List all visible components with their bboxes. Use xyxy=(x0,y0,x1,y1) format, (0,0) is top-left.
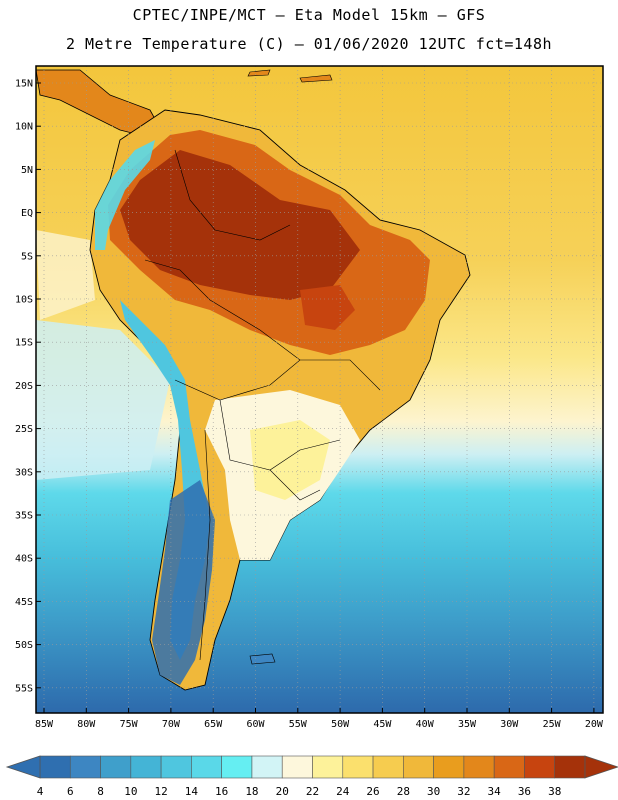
map-title-line2: 2 Metre Temperature (C) – 01/06/2020 12U… xyxy=(65,35,553,53)
colorbar-swatch xyxy=(251,755,283,779)
colorbar-swatch xyxy=(372,755,404,779)
lat-label: 15N xyxy=(15,79,33,90)
lon-label: 25W xyxy=(543,719,562,730)
colorbar-label: 26 xyxy=(366,785,379,798)
colorbar-swatch xyxy=(100,755,132,779)
lon-label: 70W xyxy=(162,719,181,730)
colorbar-label: 8 xyxy=(97,785,104,798)
colorbar-label: 32 xyxy=(457,785,470,798)
colorbar-swatch xyxy=(463,755,495,779)
central-brazil-hot xyxy=(300,285,355,330)
lon-label: 60W xyxy=(246,719,265,730)
colorbar-label: 38 xyxy=(548,785,561,798)
lat-label: 50S xyxy=(15,640,33,651)
lon-label: 75W xyxy=(120,719,139,730)
colorbar-label: 16 xyxy=(215,785,228,798)
falkland-islands xyxy=(249,653,276,665)
pacific-cool-band xyxy=(36,230,95,320)
lon-label: 80W xyxy=(77,719,96,730)
lat-label: 45S xyxy=(15,597,33,608)
colorbar-swatch xyxy=(433,755,465,779)
colorbar-swatch xyxy=(342,755,374,779)
colorbar-label: 36 xyxy=(518,785,531,798)
colorbar-label: 22 xyxy=(306,785,319,798)
colorbar-swatch xyxy=(130,755,162,779)
caribbean-island xyxy=(299,74,333,83)
lon-label: 50W xyxy=(331,719,350,730)
country-borders xyxy=(144,149,381,661)
colorbar-swatch xyxy=(39,755,71,779)
colorbar-swatch xyxy=(554,755,586,779)
colorbar-label: 6 xyxy=(67,785,74,798)
colorbar-swatch xyxy=(281,755,313,779)
lat-label: 20S xyxy=(15,381,33,392)
colorbar-label: 18 xyxy=(245,785,258,798)
caribbean-island xyxy=(247,69,271,77)
lon-label: 30W xyxy=(500,719,519,730)
colorbar-label: 4 xyxy=(37,785,44,798)
lat-label: 5S xyxy=(21,251,33,262)
colorbar-swatch xyxy=(160,755,192,779)
lat-label: 5N xyxy=(21,165,33,176)
lon-label: 35W xyxy=(458,719,477,730)
colorbar-swatch xyxy=(191,755,222,779)
central-america xyxy=(36,69,161,136)
colorbar-swatch xyxy=(221,755,253,779)
lat-label: 15S xyxy=(15,338,33,349)
colorbar-high-arrow xyxy=(584,755,618,779)
lon-label: 65W xyxy=(204,719,223,730)
map-title-line1: CPTEC/INPE/MCT – Eta Model 15km – GFS xyxy=(132,6,486,24)
colorbar-swatch xyxy=(312,755,344,779)
lat-label: 10S xyxy=(15,295,33,306)
lat-label: 55S xyxy=(15,683,33,694)
pampas xyxy=(250,420,330,500)
colorbar-swatch xyxy=(69,755,101,779)
colorbar-swatch xyxy=(493,755,525,779)
lat-label: 40S xyxy=(15,554,33,565)
lat-label: 10N xyxy=(15,122,33,133)
colorbar-label: 14 xyxy=(185,785,199,798)
colorbar-label: 28 xyxy=(397,785,410,798)
lon-label: 40W xyxy=(416,719,435,730)
pacific-subtropical-band xyxy=(36,320,170,480)
lon-label: 20W xyxy=(585,719,604,730)
lon-label: 55W xyxy=(289,719,308,730)
colorbar-label: 10 xyxy=(124,785,137,798)
colorbar-swatch xyxy=(524,755,556,779)
lon-label: 85W xyxy=(35,719,54,730)
amazon-hot xyxy=(120,150,360,300)
colorbar-label: 20 xyxy=(276,785,289,798)
colorbar-label: 34 xyxy=(488,785,502,798)
lat-label: 35S xyxy=(15,511,33,522)
colorbar-label: 30 xyxy=(427,785,440,798)
lat-label: EQ xyxy=(21,208,33,219)
colorbar-swatch xyxy=(403,755,434,779)
colorbar-low-arrow xyxy=(5,755,41,779)
lat-label: 25S xyxy=(15,424,33,435)
graticule xyxy=(36,66,603,713)
northern-andes xyxy=(95,140,155,250)
lat-label: 30S xyxy=(15,467,33,478)
colorbar-label: 12 xyxy=(154,785,167,798)
patagonia-cold xyxy=(152,480,215,685)
lon-label: 45W xyxy=(373,719,392,730)
colorbar-label: 24 xyxy=(336,785,350,798)
map-frame xyxy=(35,65,604,714)
